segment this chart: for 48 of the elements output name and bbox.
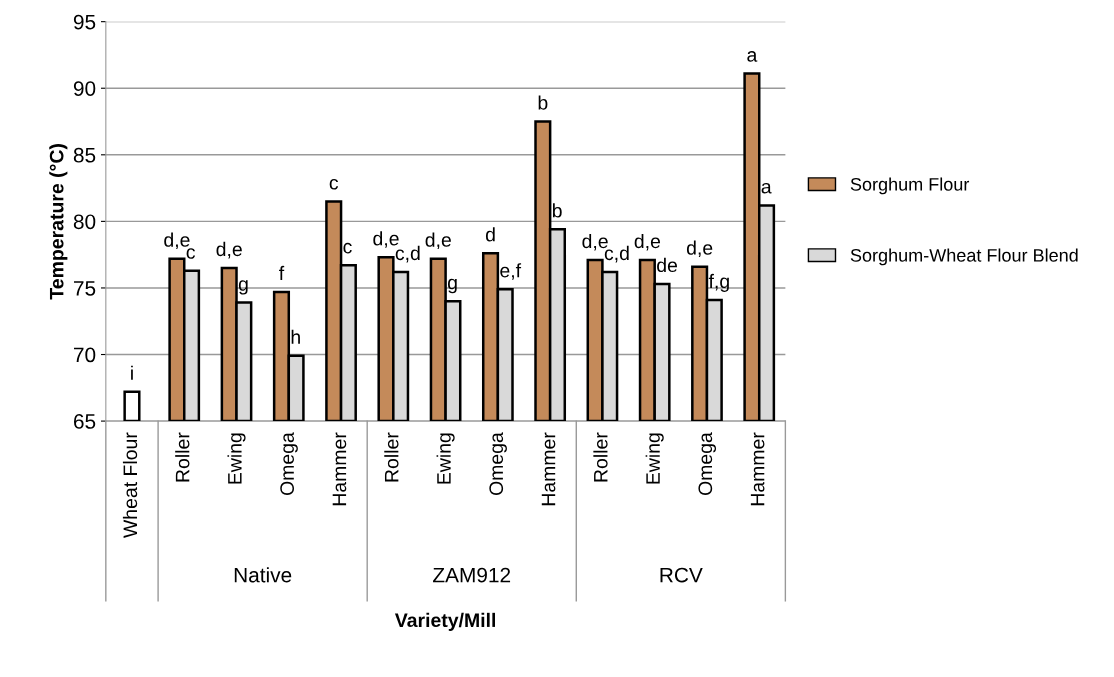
- y-tick-label: 85: [73, 147, 96, 163]
- x-tick-label: Roller: [175, 432, 190, 482]
- x-tick-label: Wheat Flour: [122, 432, 138, 539]
- x-axis-title: Variety/Mill: [394, 612, 496, 631]
- data-label: d,e: [686, 240, 713, 258]
- data-label: d,e: [425, 232, 451, 250]
- x-tick-label: Ewing: [227, 433, 246, 484]
- x-tick-label: Ewing: [645, 433, 664, 484]
- data-label: b: [538, 95, 548, 110]
- data-label: c: [343, 242, 352, 254]
- data-label: f,g: [708, 273, 729, 292]
- data-label: d,e: [164, 232, 190, 250]
- data-label: d,e: [634, 233, 661, 251]
- x-tick-label: Hammer: [541, 432, 556, 506]
- text: Native: [234, 567, 292, 583]
- y-tick-label: 70: [74, 347, 96, 363]
- data-label: c: [186, 248, 196, 259]
- data-label: f: [279, 265, 285, 280]
- data-label: d: [485, 227, 495, 242]
- data-label: g: [238, 280, 248, 295]
- data-label: de: [657, 257, 678, 273]
- x-tick-label: Roller: [593, 432, 608, 482]
- data-label: c: [329, 178, 339, 190]
- y-tick-label: 95: [73, 14, 96, 30]
- y-tick-label: 75: [74, 281, 96, 296]
- x-tick-label: Omega: [489, 432, 507, 496]
- text: RCV: [660, 567, 703, 583]
- x-tick-label: Roller: [384, 432, 399, 482]
- text: ZAM912: [433, 567, 511, 583]
- legend-label: Sorghum-Wheat Flour Blend: [850, 248, 1078, 266]
- data-label: h: [291, 329, 300, 344]
- x-tick-label: Omega: [280, 432, 298, 496]
- y-tick-label: 80: [73, 214, 96, 230]
- legend-label: Sorghum Flour: [850, 177, 970, 195]
- y-axis-title: Temperature (°C): [49, 144, 68, 300]
- data-label: a: [761, 182, 772, 194]
- data-label: a: [747, 51, 758, 62]
- x-tick-label: Hammer: [332, 432, 347, 506]
- data-label: d,e: [216, 241, 242, 259]
- x-tick-label: Ewing: [436, 433, 455, 484]
- x-tick-label: Omega: [698, 432, 717, 496]
- data-label: i: [131, 365, 133, 380]
- x-tick-label: Hammer: [750, 432, 765, 506]
- data-label: g: [447, 278, 457, 294]
- data-label: e,f: [500, 263, 522, 280]
- y-tick-label: 65: [74, 414, 96, 429]
- y-tick-label: 90: [73, 81, 96, 96]
- data-label: b: [552, 203, 562, 218]
